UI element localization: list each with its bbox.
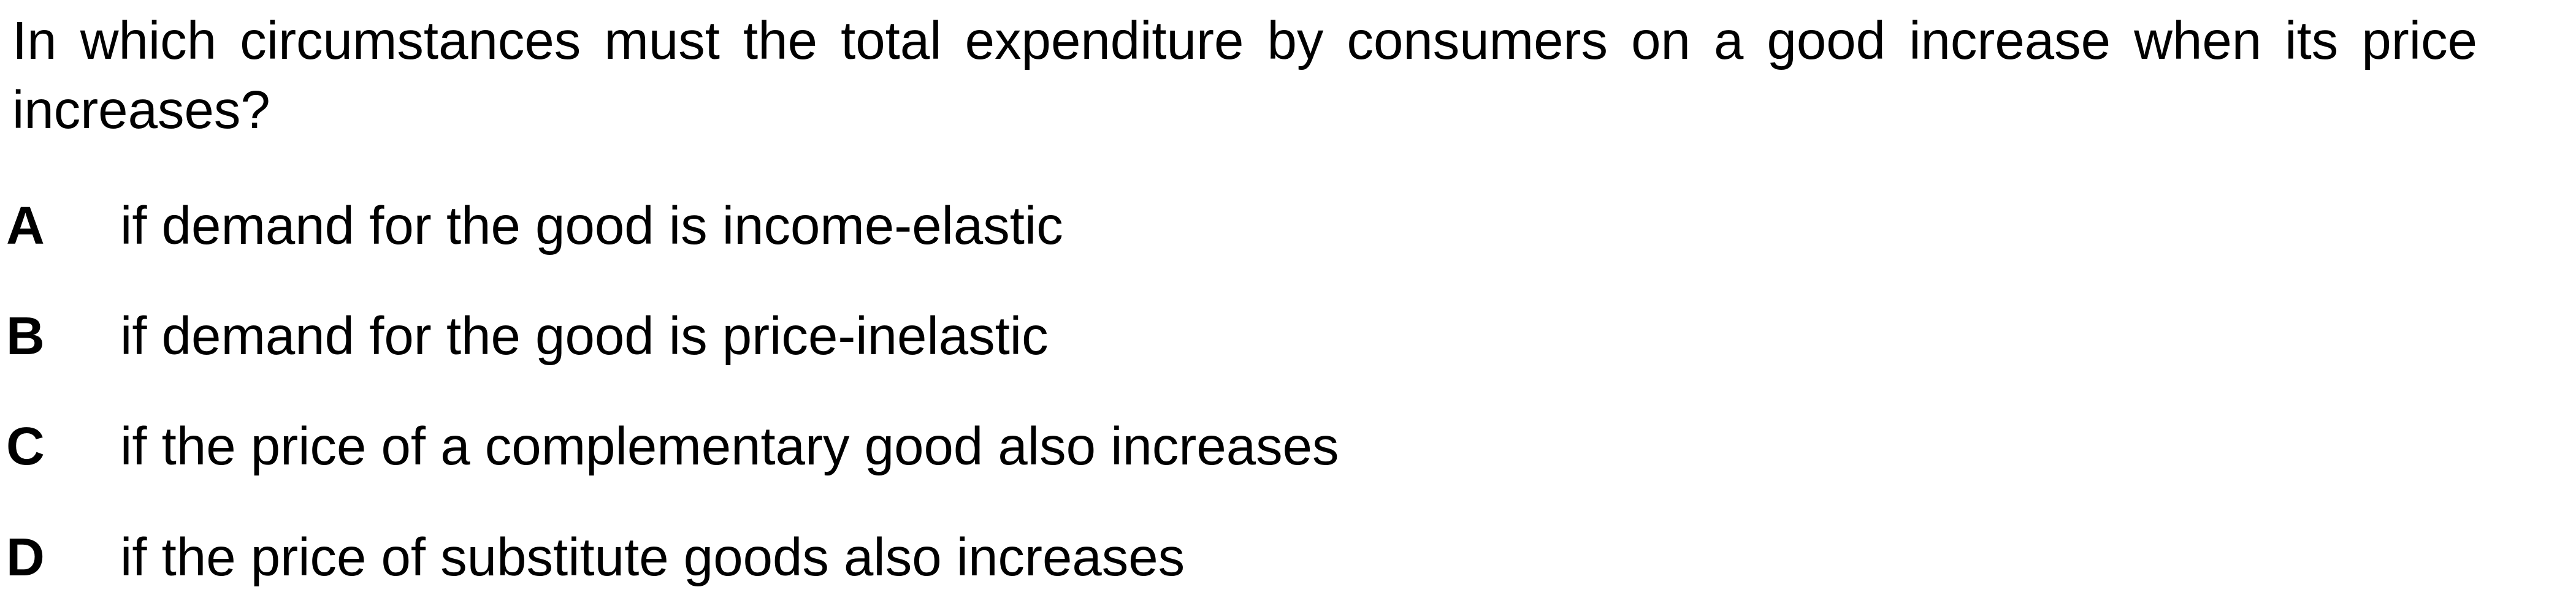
option-letter: D <box>6 528 45 587</box>
answer-option-a[interactable]: A if demand for the good is income-elast… <box>6 192 1063 260</box>
answer-option-c[interactable]: C if the price of a complementary good a… <box>6 413 1339 480</box>
answer-option-b[interactable]: B if demand for the good is price-inelas… <box>6 303 1049 370</box>
option-text: if the price of substitute goods also in… <box>120 528 1185 587</box>
option-text: if demand for the good is price-inelasti… <box>120 306 1049 366</box>
option-text: if demand for the good is income-elastic <box>120 196 1063 256</box>
option-letter: A <box>6 196 45 256</box>
question-text: In which circumstances must the total ex… <box>12 11 2477 140</box>
option-text: if the price of a complementary good als… <box>120 417 1339 476</box>
answer-option-d[interactable]: D if the price of substitute goods also … <box>6 524 1185 591</box>
option-letter: C <box>6 417 45 476</box>
option-letter: B <box>6 306 45 366</box>
